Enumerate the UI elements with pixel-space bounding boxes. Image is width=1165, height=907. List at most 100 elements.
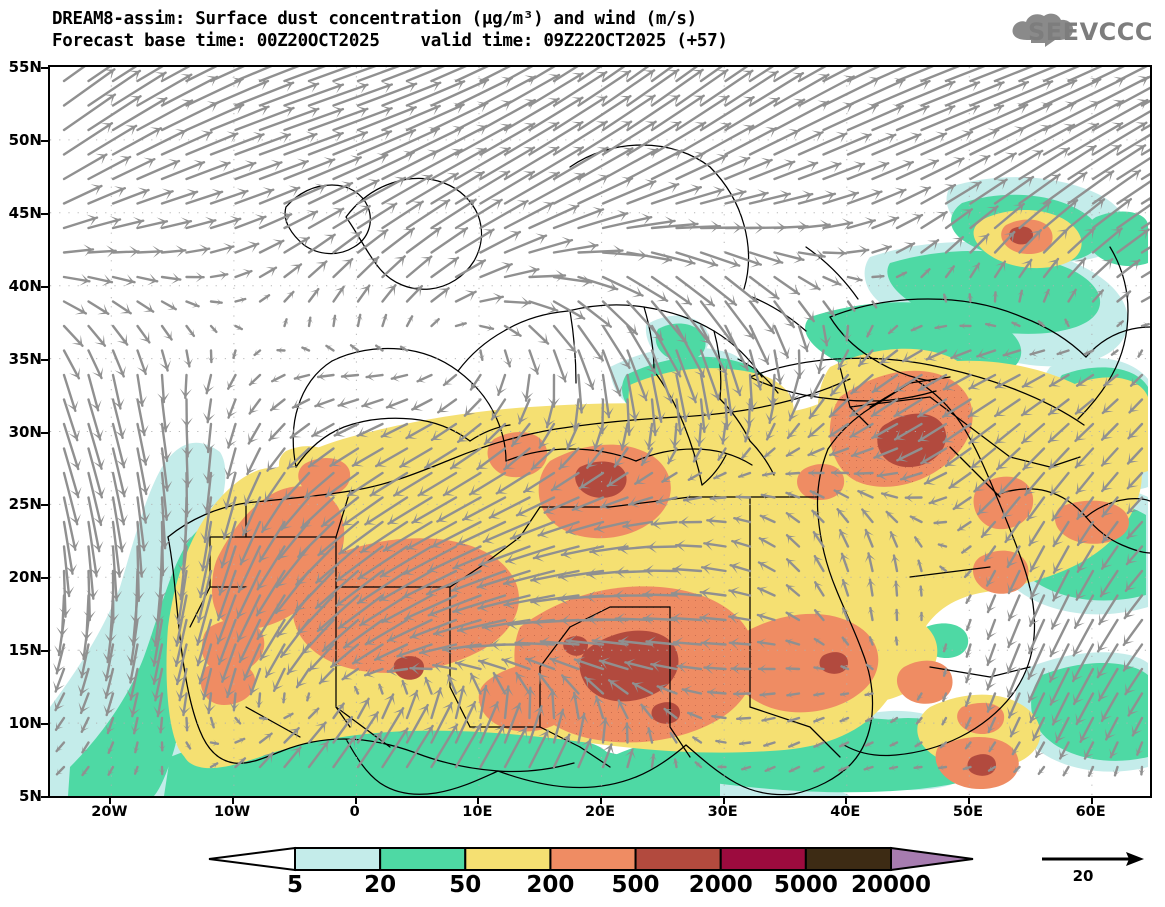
wind-vector — [528, 146, 585, 181]
wind-vector-head — [840, 741, 846, 748]
wind-vector-head — [359, 285, 370, 297]
wind-vector-head — [679, 516, 689, 529]
wind-vector-head — [490, 199, 502, 210]
wind-vector-head — [1127, 527, 1139, 539]
wind-vector — [822, 76, 881, 107]
wind-vector-head — [486, 323, 493, 332]
colorbar-band-5000[interactable] — [804, 847, 892, 871]
wind-vector — [525, 657, 556, 671]
wind-vector-head — [339, 543, 351, 554]
colorbar-band-20[interactable] — [379, 847, 467, 871]
wind-vector-head — [178, 705, 191, 716]
wind-vector — [87, 124, 138, 156]
wind-vector — [698, 422, 703, 447]
wind-vector — [601, 215, 653, 230]
wind-vector — [381, 200, 424, 230]
wind-vector-head — [344, 637, 356, 648]
colorbar-band-50[interactable] — [464, 847, 552, 871]
wind-vector — [993, 67, 1034, 83]
wind-vector-head — [354, 687, 361, 694]
wind-vector — [1042, 227, 1069, 254]
wind-vector — [430, 287, 450, 303]
wind-vector-head — [358, 698, 370, 710]
wind-vector-head — [637, 389, 649, 400]
wind-vector — [356, 106, 417, 132]
wind-vector-head — [868, 76, 880, 88]
wind-vector-head — [270, 159, 282, 172]
wind-vector-head — [512, 434, 523, 446]
wind-vector-head — [788, 428, 798, 438]
wind-vector — [748, 349, 762, 391]
wind-vector-head — [493, 725, 505, 737]
wind-vector — [483, 422, 507, 446]
wind-vector-head — [960, 322, 966, 330]
wind-vector-head — [1102, 531, 1113, 543]
wind-vector-head — [261, 714, 267, 722]
wind-vector — [111, 496, 124, 553]
wind-vector-head — [961, 130, 972, 142]
wind-vector — [1083, 741, 1095, 760]
wind-vector-head — [841, 218, 852, 231]
wind-vector — [332, 204, 371, 230]
wind-vector — [385, 398, 409, 409]
wind-vector — [909, 515, 923, 524]
wind-vector-head — [322, 515, 333, 527]
colorbar[interactable] — [207, 846, 975, 872]
wind-vector — [430, 256, 460, 279]
wind-vector — [209, 67, 245, 83]
wind-vector-head — [619, 542, 629, 555]
wind-vector-head — [673, 424, 686, 434]
colorbar-band-5[interactable] — [294, 847, 382, 871]
wind-vector — [178, 667, 188, 702]
wind-vector-head — [1040, 102, 1052, 114]
colorbar-band-2000[interactable] — [719, 847, 807, 871]
wind-vector-head — [56, 744, 63, 752]
wind-vector-head — [309, 659, 321, 671]
x-tick-label-50E: 50E — [952, 804, 983, 820]
wind-vector — [1076, 520, 1095, 547]
wind-vector — [342, 496, 384, 527]
wind-vector — [136, 129, 188, 156]
wind-vector — [944, 104, 1005, 132]
wind-vector — [1048, 643, 1070, 683]
wind-vector-head — [53, 662, 65, 674]
wind-vector — [703, 542, 727, 548]
colorbar-band-200[interactable] — [549, 847, 637, 871]
wind-vector — [185, 132, 239, 156]
colorbar-band-500[interactable] — [634, 847, 722, 871]
wind-vector — [850, 447, 874, 458]
map-plot-area[interactable] — [48, 65, 1152, 798]
wind-vector — [1055, 716, 1070, 744]
wind-vector — [920, 183, 957, 205]
wind-vector — [650, 67, 674, 83]
wind-vector-head — [408, 691, 420, 702]
wind-vector — [152, 643, 164, 685]
wind-vector — [846, 248, 870, 254]
wind-vector — [650, 121, 707, 156]
wind-vector-head — [701, 408, 714, 419]
wind-vector-head — [682, 685, 693, 697]
wind-vector-head — [281, 645, 292, 657]
wind-vector — [307, 181, 354, 205]
wind-vector — [268, 422, 286, 442]
wind-vector-head — [1097, 640, 1109, 652]
wind-vector-head — [1064, 319, 1071, 326]
wind-vector-head — [305, 131, 317, 143]
y-tick-mark — [41, 431, 48, 434]
wind-vector-head — [866, 330, 873, 337]
wind-vector — [136, 496, 146, 552]
wind-vector — [105, 643, 115, 682]
wind-vector-head — [667, 70, 679, 81]
wind-vector — [724, 324, 749, 371]
x-tick-label-20E: 20E — [584, 804, 616, 820]
wind-vector-head — [647, 540, 657, 554]
wind-vector — [479, 262, 513, 279]
wind-vector-head — [492, 673, 504, 684]
y-tick-mark — [41, 796, 48, 798]
wind-vector — [62, 496, 77, 551]
wind-vector — [291, 398, 311, 409]
wind-vector-head — [1128, 427, 1139, 439]
wind-vector — [62, 275, 91, 283]
wind-vector-head — [687, 218, 698, 231]
wind-vector-head — [263, 733, 272, 742]
